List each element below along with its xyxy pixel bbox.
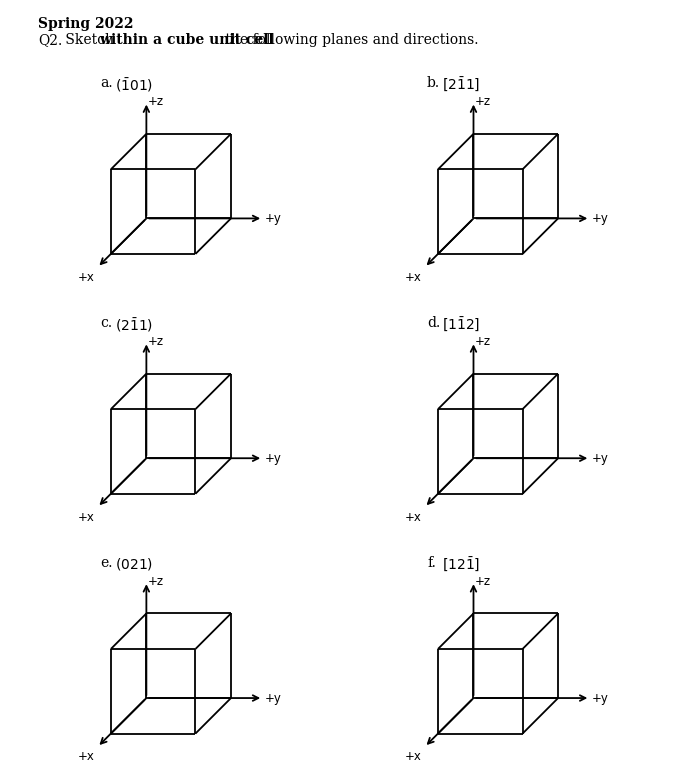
Text: +x: +x [78, 271, 95, 284]
Text: $[1\bar{1}2]$: $[1\bar{1}2]$ [442, 316, 480, 334]
Text: within a cube unit cell: within a cube unit cell [100, 33, 274, 47]
Text: $(\bar{1}01)$: $(\bar{1}01)$ [115, 77, 153, 94]
Text: +x: +x [78, 511, 95, 524]
Text: Sketch: Sketch [61, 33, 118, 47]
Text: +y: +y [592, 212, 609, 225]
Text: b.: b. [427, 77, 440, 90]
Text: a.: a. [100, 77, 113, 90]
Text: +z: +z [475, 335, 491, 348]
Text: $(021)$: $(021)$ [115, 556, 153, 572]
Text: +z: +z [475, 575, 491, 588]
Text: the following planes and directions.: the following planes and directions. [221, 33, 479, 47]
Text: $[12\bar{1}]$: $[12\bar{1}]$ [442, 556, 480, 574]
Text: +x: +x [405, 751, 422, 763]
Text: c.: c. [100, 316, 112, 330]
Text: $(2\bar{1}1)$: $(2\bar{1}1)$ [115, 316, 153, 334]
Text: Spring 2022: Spring 2022 [38, 17, 134, 31]
Text: +y: +y [264, 212, 282, 225]
Text: +x: +x [405, 271, 422, 284]
Text: Q2.: Q2. [38, 33, 63, 47]
Text: +y: +y [264, 691, 282, 705]
Text: $[2\bar{1}1]$: $[2\bar{1}1]$ [442, 77, 480, 95]
Text: f.: f. [427, 556, 436, 570]
Text: +z: +z [475, 95, 491, 108]
Text: +y: +y [592, 691, 609, 705]
Text: +x: +x [78, 751, 95, 763]
Text: +y: +y [592, 452, 609, 465]
Text: +x: +x [405, 511, 422, 524]
Text: +z: +z [148, 95, 164, 108]
Text: +y: +y [264, 452, 282, 465]
Text: e.: e. [100, 556, 112, 570]
Text: +z: +z [148, 335, 164, 348]
Text: d.: d. [427, 316, 440, 330]
Text: +z: +z [148, 575, 164, 588]
